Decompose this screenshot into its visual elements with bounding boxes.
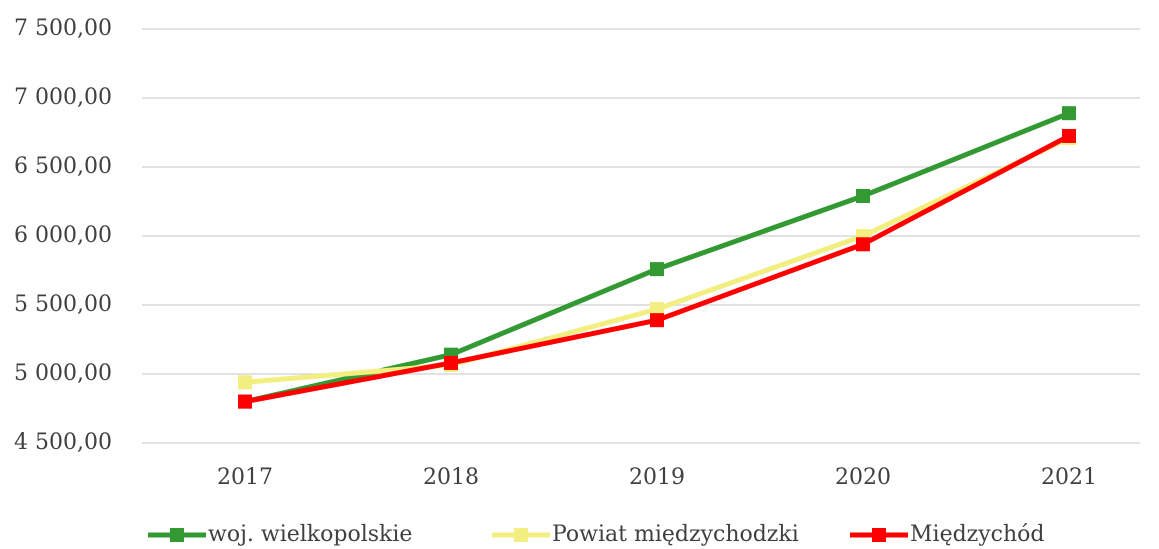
point-marker	[1062, 128, 1076, 143]
series-line	[244, 110, 1070, 405]
y-tick-label: 7 000,00	[14, 85, 112, 110]
y-tick-label: 5 000,00	[14, 361, 112, 386]
point-marker	[856, 237, 870, 252]
y-tick-label: 6 000,00	[14, 223, 112, 248]
legend-label: Powiat międzychodzki	[552, 522, 799, 547]
legend-marker	[170, 528, 184, 542]
legend-marker	[514, 528, 528, 542]
y-tick-label: 7 500,00	[14, 16, 112, 41]
legend-label: Międzychód	[910, 522, 1045, 547]
point-marker	[238, 394, 252, 409]
point-marker	[1062, 106, 1076, 121]
x-tick-label: 2018	[423, 465, 479, 490]
point-marker	[856, 188, 870, 203]
point-marker	[444, 355, 458, 370]
point-marker	[650, 302, 664, 317]
x-tick-label: 2021	[1041, 465, 1097, 490]
series-line	[244, 135, 1071, 385]
x-tick-label: 2020	[835, 465, 891, 490]
y-tick-label: 4 500,00	[14, 430, 112, 455]
legend-label: woj. wielkopolskie	[208, 522, 412, 547]
y-tick-label: 6 500,00	[14, 154, 112, 179]
point-marker	[650, 313, 664, 328]
x-tick-label: 2019	[629, 465, 685, 490]
point-marker	[650, 262, 664, 277]
point-marker	[238, 375, 252, 390]
x-tick-label: 2017	[217, 465, 273, 490]
legend-marker	[872, 528, 886, 542]
y-tick-label: 5 500,00	[14, 292, 112, 317]
